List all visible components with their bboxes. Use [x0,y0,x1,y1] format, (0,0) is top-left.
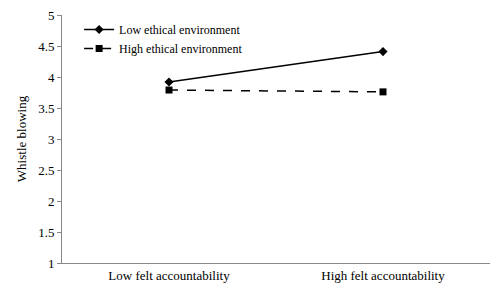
svg-text:1.5: 1.5 [38,225,54,240]
svg-text:Whistle blowing: Whistle blowing [14,95,29,182]
svg-text:Low felt accountability: Low felt accountability [108,268,230,283]
svg-text:3: 3 [48,132,55,147]
svg-text:High ethical environment: High ethical environment [119,42,242,56]
svg-text:2: 2 [48,194,55,209]
svg-text:2.5: 2.5 [38,163,54,178]
svg-text:High felt accountability: High felt accountability [321,268,445,283]
svg-text:5: 5 [48,8,55,23]
svg-text:4: 4 [48,70,55,85]
svg-text:4.5: 4.5 [38,39,54,54]
svg-text:3.5: 3.5 [38,101,54,116]
svg-text:1: 1 [48,256,55,271]
svg-text:Low ethical environment: Low ethical environment [119,23,240,37]
